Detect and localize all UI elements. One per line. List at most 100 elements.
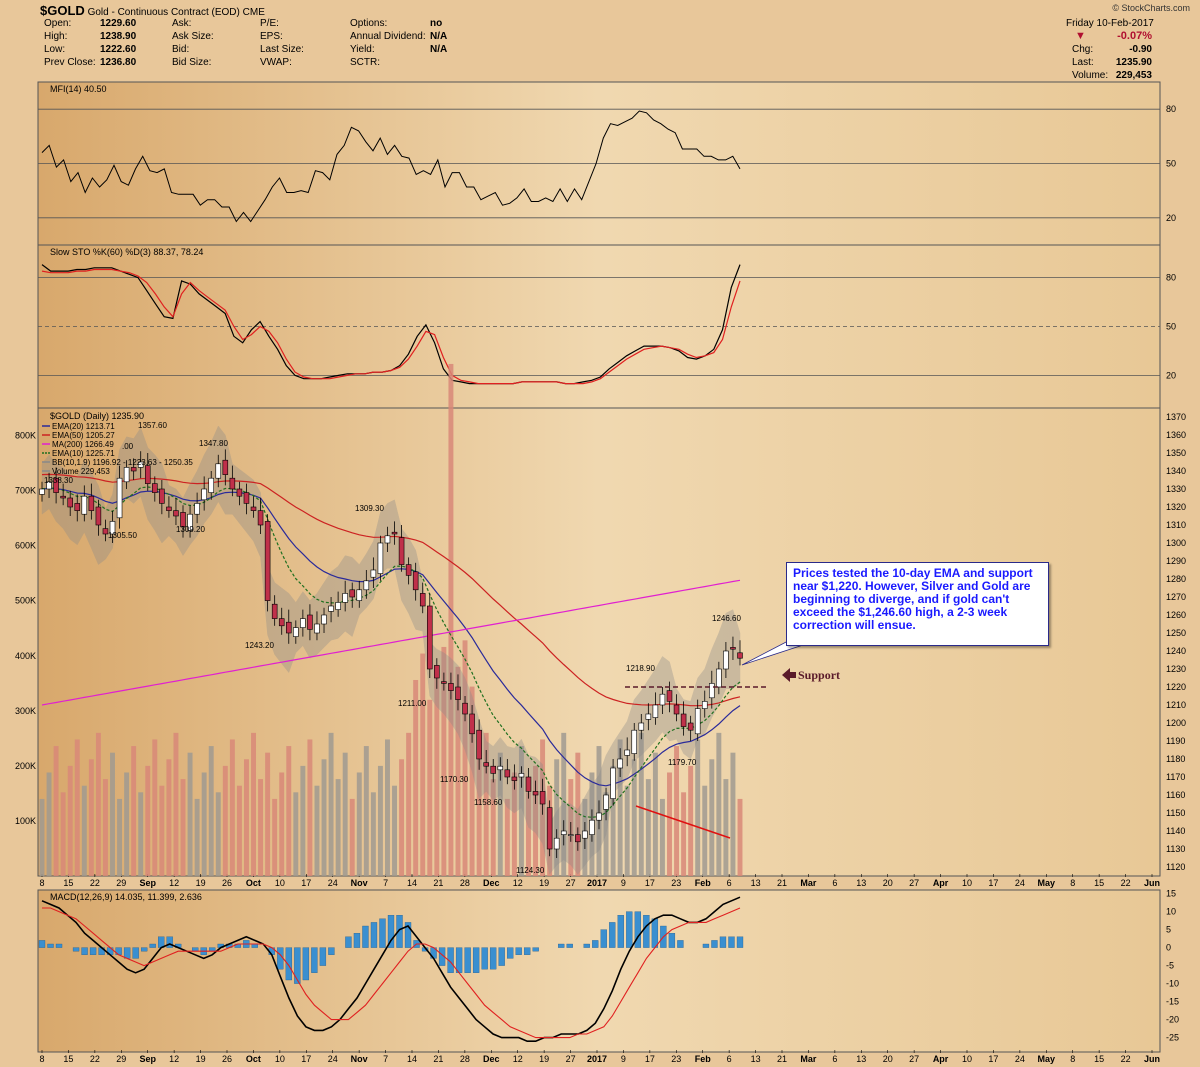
price-x-tick: 20 [883, 878, 893, 888]
candle-body [384, 535, 391, 544]
macd-x-tick: Mar [800, 1054, 817, 1064]
candle-body [335, 602, 341, 610]
price-tick-label: 1220 [1166, 682, 1186, 692]
price-annotation: 1243.20 [245, 641, 274, 650]
price-x-tick: 21 [433, 878, 443, 888]
macd-x-tick: 27 [566, 1054, 576, 1064]
mfi-line [41, 110, 741, 223]
price-x-tick: Sep [139, 878, 156, 888]
candle-body [666, 690, 673, 702]
price-tick-label: 1360 [1166, 430, 1186, 440]
volume-tick-label: 600K [15, 541, 36, 551]
quote-col-2: Ask: Ask Size: Bid: Bid Size: [172, 17, 214, 69]
macd-x-tick: 13 [751, 1054, 761, 1064]
volume-bar [497, 752, 503, 876]
macd-histogram-bar [319, 947, 327, 966]
volume-bar [737, 798, 743, 876]
price-annotation: 1309.30 [355, 504, 384, 513]
macd-x-tick: 13 [856, 1054, 866, 1064]
macd-histogram-bar [464, 947, 471, 973]
volume-bar [272, 798, 278, 876]
macd-histogram-bar [166, 936, 173, 948]
annotation-box: Prices tested the 10-day EMA and support… [786, 562, 1049, 646]
candle-body [631, 729, 638, 754]
sto-tick-label: 80 [1166, 273, 1176, 283]
volume-bar [300, 765, 306, 876]
volume-bar [328, 732, 334, 876]
candle-body [95, 506, 102, 526]
volume-tick-label: 400K [15, 651, 36, 661]
contract-name: Gold - Continuous Contract (EOD) [87, 7, 240, 18]
candle-body [278, 618, 285, 627]
macd-histogram-bar [149, 943, 156, 948]
high-value: 1238.90 [100, 31, 137, 42]
last-label: Last: [1072, 57, 1094, 68]
price-x-tick: 7 [383, 878, 388, 888]
candle-body [187, 513, 193, 531]
legend-entry: EMA(50) 1205.27 [52, 431, 115, 440]
candle-body [673, 704, 680, 715]
candle-body [582, 830, 588, 839]
price-tick-label: 1340 [1166, 466, 1186, 476]
candle-body [81, 495, 88, 515]
low-value: 1222.60 [100, 44, 137, 55]
candle-body [645, 713, 652, 720]
partial-annotation: .00 [122, 442, 134, 451]
candle-body [694, 708, 701, 735]
macd-histogram-bar [404, 922, 412, 948]
volume-bar [138, 792, 144, 876]
price-x-tick: 22 [90, 878, 100, 888]
partial-annotation: 1338.30 [44, 476, 73, 485]
candle-body [300, 618, 306, 628]
annual-dividend-value: N/A [430, 31, 448, 42]
candle-body [589, 819, 595, 835]
quote-col-1: Open: High: Low: Prev Close: [44, 17, 96, 69]
macd-histogram-bar [285, 947, 293, 981]
sto-line-pctd [41, 268, 741, 385]
macd-x-tick: Feb [695, 1054, 712, 1064]
exchange: CME [242, 7, 265, 18]
macd-histogram-bar [277, 947, 284, 970]
down-triangle-icon: ▼ [1075, 30, 1086, 42]
pct-change: -0.07% [1117, 30, 1152, 42]
volume-bar [370, 792, 376, 876]
macd-tick-label: -20 [1166, 1015, 1179, 1025]
last-value: 1235.90 [1115, 57, 1152, 68]
chg-value: -0.90 [1129, 44, 1152, 55]
price-x-tick: Dec [483, 878, 500, 888]
candle-body [391, 531, 398, 535]
volume-bar [208, 746, 214, 876]
volume-bar [659, 798, 665, 876]
candle-body [455, 686, 461, 700]
macd-tick-label: 0 [1166, 943, 1171, 953]
candle-body [504, 769, 511, 778]
price-x-tick: 23 [671, 878, 681, 888]
quote-col-1-values: 1229.60 1238.90 1222.60 1236.80 [100, 17, 136, 69]
price-x-tick: 19 [196, 878, 206, 888]
volume-bar [131, 746, 137, 876]
macd-histogram-bar [396, 915, 403, 948]
price-tick-label: 1260 [1166, 610, 1186, 620]
macd-histogram-bar [123, 947, 131, 959]
price-annotation: 1170.30 [440, 775, 469, 784]
macd-histogram-bar [507, 947, 514, 959]
volume-bar [110, 752, 115, 876]
macd-x-tick: 6 [727, 1054, 732, 1064]
volume-bar [53, 746, 59, 876]
candle-body [222, 459, 229, 475]
price-x-tick: 10 [962, 878, 972, 888]
price-x-tick: 17 [988, 878, 998, 888]
candle-body [194, 503, 200, 515]
open-value: 1229.60 [100, 18, 137, 29]
candle-body [137, 461, 144, 468]
volume-bar [236, 785, 242, 876]
volume-bar [215, 792, 221, 876]
volume-bar [222, 765, 228, 876]
macd-histogram-bar [592, 940, 599, 948]
high-label: High: [44, 31, 68, 42]
volume-bar [469, 686, 475, 876]
candle-body [229, 477, 236, 490]
volume-bar [441, 646, 447, 876]
price-x-tick: 10 [275, 878, 285, 888]
volume-bar [117, 798, 123, 876]
